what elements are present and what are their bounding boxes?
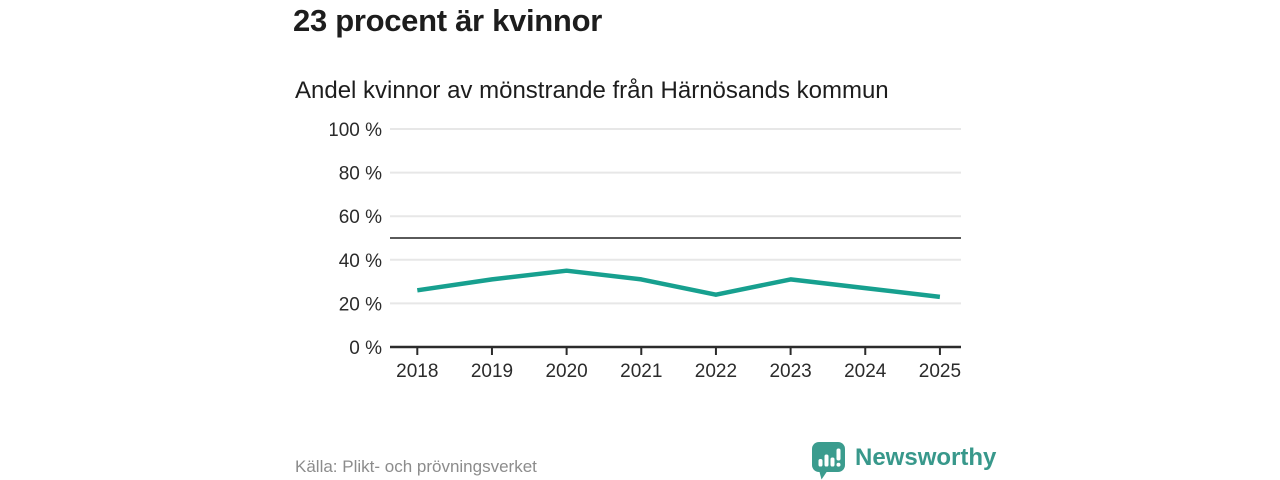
line-chart: 0 % 20 % 40 % 60 % 80 % 100 % 2018 2019 2020 202… [330,120,961,382]
newsworthy-icon [812,442,845,480]
x-tick-label: 2020 [545,361,587,382]
page-title: 23 procent är kvinnor [293,3,602,38]
brand-logo: Newsworthy [811,441,996,480]
x-axis-labels: 2018 2019 2020 2021 2022 2023 2024 2025 [396,361,961,382]
x-tick-label: 2021 [620,361,662,382]
y-tick-label: 20 % [339,294,382,315]
x-tick-label: 2022 [695,361,737,382]
gridlines [390,128,961,305]
source-note: Källa: Plikt- och prövningsverket [295,457,537,476]
x-tick-label: 2024 [844,361,887,382]
x-axis [390,345,961,355]
y-tick-label: 60 % [339,207,382,228]
x-tick-label: 2018 [396,361,438,382]
y-tick-label: 0 % [349,338,382,359]
x-tick-label: 2025 [919,361,961,382]
chart-subtitle: Andel kvinnor av mönstrande från Härnösa… [295,77,889,104]
trend-line [416,268,941,300]
y-tick-label: 100 % [330,120,382,141]
x-tick-label: 2019 [471,361,513,382]
brand-name: Newsworthy [855,444,997,471]
y-tick-label: 80 % [339,164,382,185]
x-tick-label: 2023 [769,361,811,382]
y-tick-label: 40 % [339,251,382,272]
y-axis-labels: 0 % 20 % 40 % 60 % 80 % 100 % [330,120,382,359]
